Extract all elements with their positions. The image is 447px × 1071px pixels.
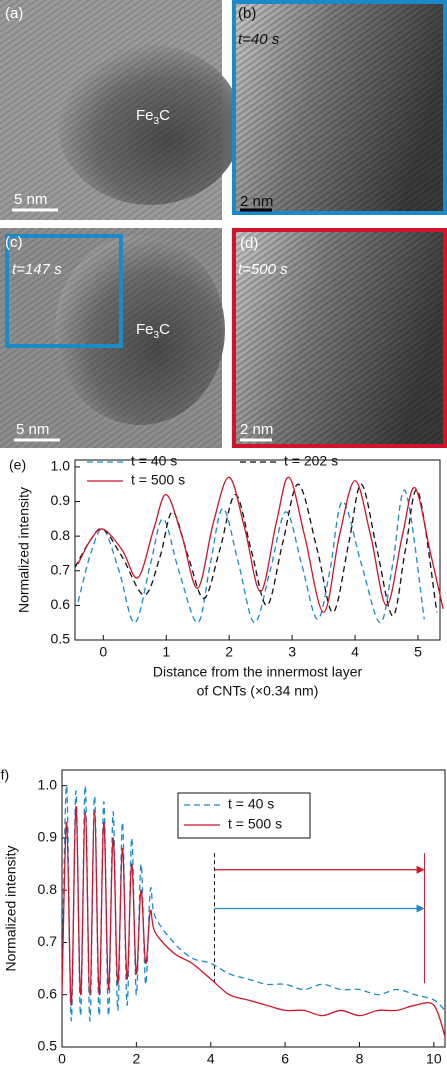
x-tick-label: 3	[288, 644, 296, 660]
plot-frame	[61, 769, 446, 1048]
panel-c: (c) t=147 s Fe3C 5 nm	[0, 228, 225, 448]
y-tick-label: 0.7	[51, 561, 71, 577]
y-axis-label: Normalized intensity	[3, 845, 19, 971]
x-tick-label: 1	[162, 644, 170, 660]
x-axis-label: Distance from the innermost layer	[153, 664, 363, 680]
y-tick-label: 0.5	[51, 631, 71, 647]
panel-label: (a)	[5, 5, 23, 22]
fringes	[232, 228, 447, 448]
fringes	[0, 228, 222, 448]
panel-label: (e)	[9, 457, 26, 473]
x-tick-label: 2	[225, 644, 233, 660]
x-tick-label: 0	[58, 1051, 66, 1067]
x-tick-label: 6	[281, 1051, 289, 1067]
legend-label: t = 500 s	[228, 816, 282, 832]
x-tick-label: 0	[99, 644, 107, 660]
x-tick-label: 10	[426, 1051, 442, 1067]
panel-label: (f)	[0, 767, 9, 783]
scale-label: 2 nm	[240, 193, 273, 210]
series-line	[77, 489, 425, 624]
x-tick-label: 4	[351, 644, 359, 660]
x-tick-label: 2	[132, 1051, 140, 1067]
x-tick-label: 8	[356, 1051, 364, 1067]
y-tick-label: 0.8	[38, 881, 58, 897]
scale-label: 5 nm	[14, 191, 47, 208]
y-tick-label: 0.5	[38, 1038, 58, 1054]
frame	[5, 234, 123, 348]
series-line	[61, 785, 446, 1022]
time-label: t=147 s	[12, 261, 62, 278]
frame	[232, 228, 447, 448]
legend-label: t = 40 s	[228, 796, 274, 812]
x-tick-label: 5	[414, 644, 422, 660]
arrow-head	[416, 865, 425, 874]
arrow-head	[416, 904, 425, 913]
y-tick-label: 1.0	[38, 776, 58, 792]
y-tick-label: 0.6	[51, 596, 71, 612]
panel-d: (d) t=500 s 2 nm	[232, 228, 447, 448]
frame	[232, 0, 447, 215]
panel-label: (d)	[240, 235, 258, 252]
compound: Fe3C	[136, 107, 170, 127]
y-tick-label: 0.6	[38, 985, 58, 1001]
panel-a: (a) Fe3C 5 nm	[0, 0, 242, 220]
y-tick-label: 0.7	[38, 933, 58, 949]
series-line	[61, 805, 446, 1037]
legend-label: t = 202 s	[284, 453, 338, 469]
panel-label: (c)	[5, 234, 23, 251]
x-tick-label: 4	[207, 1051, 215, 1067]
panel-b: (b) t=40 s 2 nm	[232, 0, 447, 215]
scale-label: 2 nm	[240, 421, 273, 438]
y-axis-label: Normalized intensity	[16, 487, 32, 613]
series-line	[77, 476, 444, 613]
legend-label: t = 40 s	[131, 453, 177, 469]
x-axis-label: of CNTs (×0.34 nm)	[197, 683, 319, 699]
fringes	[232, 0, 447, 215]
time-label: t=500 s	[238, 261, 288, 278]
y-tick-label: 0.8	[51, 527, 71, 543]
tem-panels: (a) Fe3C 5 nm (b) t=40 s 2 nm (c) t=147 …	[0, 0, 447, 448]
legend-box	[177, 792, 311, 839]
scale-label: 5 nm	[16, 421, 49, 438]
y-tick-label: 1.0	[51, 458, 71, 474]
legend-label: t = 500 s	[131, 472, 185, 488]
y-tick-label: 0.9	[38, 829, 58, 845]
y-tick-label: 0.9	[51, 492, 71, 508]
time-label: t=40 s	[238, 31, 280, 48]
plot-frame	[74, 459, 441, 641]
compound: Fe3C	[136, 321, 170, 341]
panel-label: (b)	[238, 5, 256, 22]
fringes	[0, 0, 222, 220]
